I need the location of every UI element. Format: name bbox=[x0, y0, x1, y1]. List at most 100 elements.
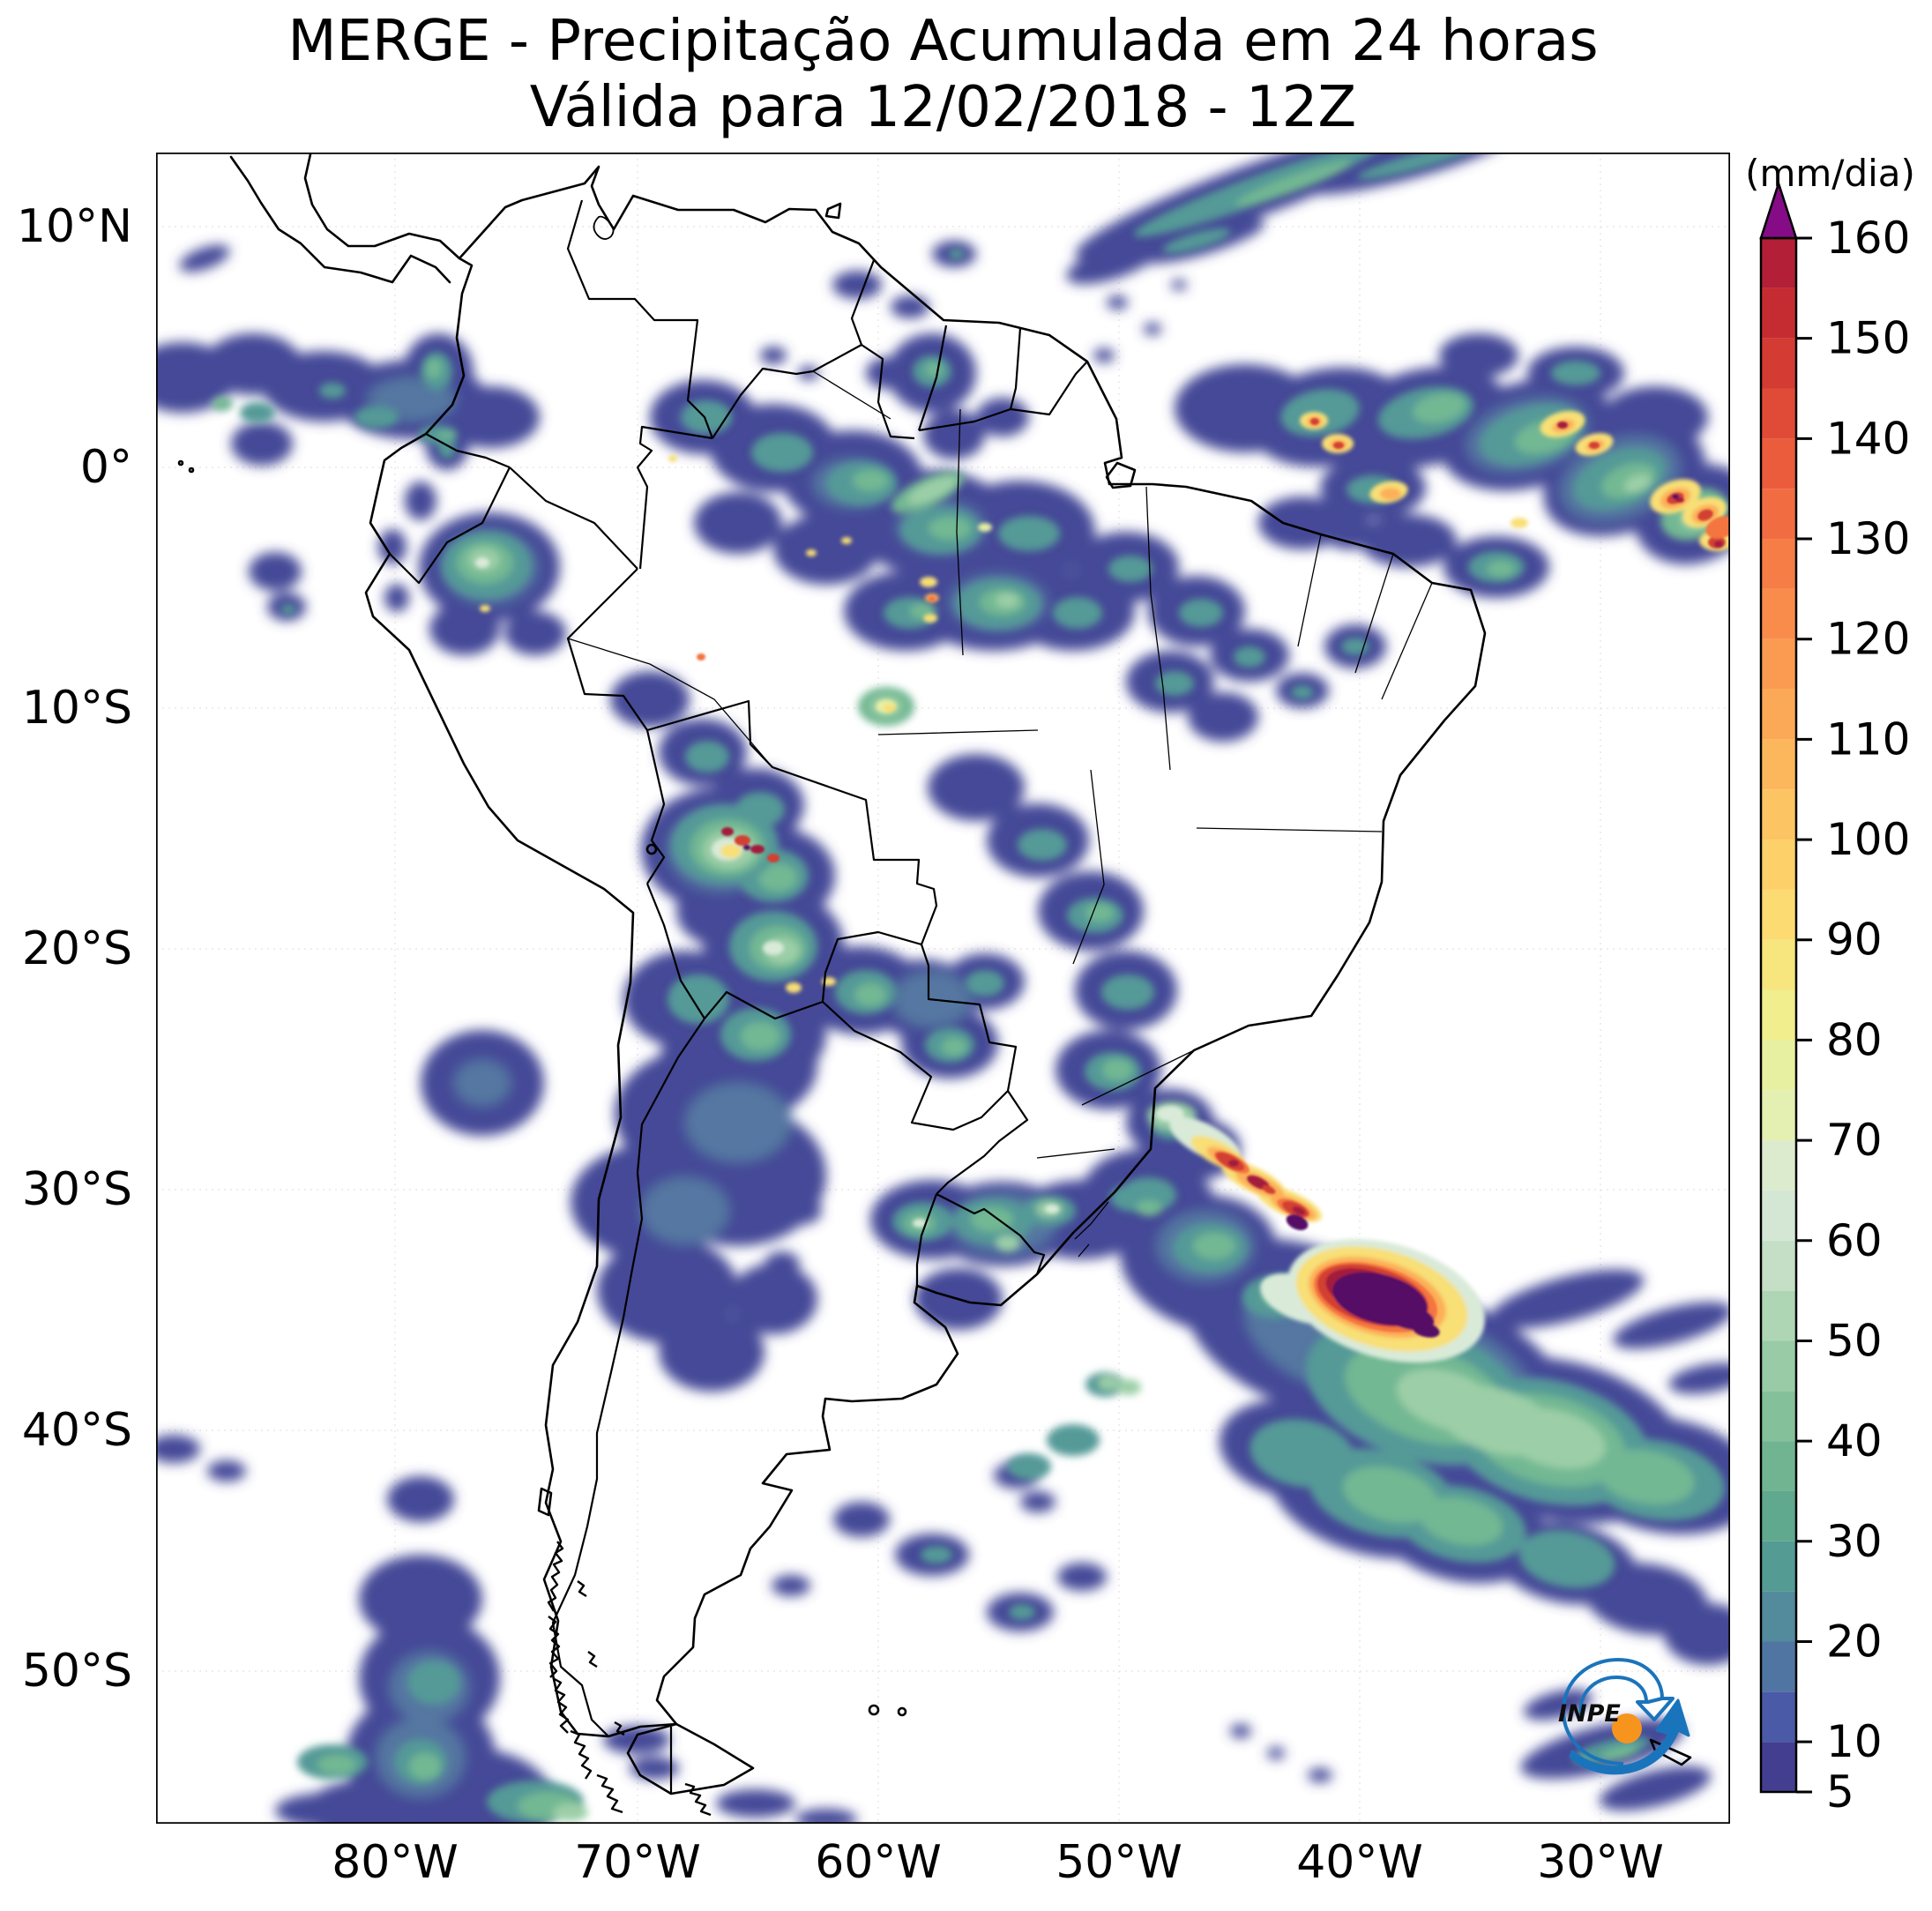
colorbar-segment bbox=[1761, 1090, 1796, 1141]
precip-blob bbox=[996, 593, 1018, 608]
precip-blob bbox=[751, 433, 813, 472]
precip-blob bbox=[786, 982, 802, 993]
precip-blob bbox=[1360, 514, 1457, 567]
precip-blob bbox=[798, 366, 819, 380]
precip-blob bbox=[929, 596, 936, 601]
trinidad-island bbox=[824, 202, 842, 220]
lat-tick-label: 40°S bbox=[21, 1404, 132, 1457]
lat-tick-label: 20°S bbox=[21, 922, 132, 975]
precip-blob bbox=[1292, 1206, 1306, 1215]
precip-blob bbox=[475, 557, 489, 568]
colorbar-tick-label: 120 bbox=[1826, 614, 1910, 665]
logo-down-arrowhead bbox=[1636, 1697, 1675, 1721]
colorbar-tick-label: 70 bbox=[1826, 1115, 1883, 1166]
precip-blob bbox=[743, 845, 750, 850]
precip-blob bbox=[729, 1264, 817, 1334]
precip-blob bbox=[405, 481, 436, 520]
inpe-logo: INPE bbox=[1558, 1657, 1690, 1775]
lon-tick-label: 50°W bbox=[1056, 1836, 1182, 1889]
colorbar-over-arrow bbox=[1759, 179, 1798, 240]
precip-blob bbox=[978, 523, 992, 532]
precip-blob bbox=[1518, 1530, 1615, 1588]
precip-blob bbox=[806, 549, 817, 556]
precip-blob bbox=[884, 704, 896, 713]
precip-blob bbox=[275, 1793, 381, 1824]
precip-blob bbox=[778, 1197, 822, 1225]
precip-blob bbox=[1357, 153, 1477, 180]
precip-blob bbox=[949, 249, 965, 259]
precip-blob bbox=[1551, 361, 1600, 385]
precip-blob bbox=[758, 863, 797, 892]
colorbar-tick-label: 90 bbox=[1826, 914, 1883, 966]
precip-blob bbox=[1487, 561, 1515, 577]
precip-blob bbox=[1047, 1424, 1100, 1456]
precip-blob bbox=[407, 1661, 460, 1705]
precip-blob bbox=[747, 1167, 800, 1202]
precip-blob bbox=[920, 577, 937, 587]
falkland-island-east bbox=[897, 1706, 907, 1717]
precip-blob bbox=[1116, 1379, 1141, 1395]
precip-blob bbox=[378, 529, 407, 564]
precip-blob bbox=[668, 455, 677, 462]
precip-blob bbox=[1171, 280, 1187, 290]
precip-blob bbox=[765, 1251, 800, 1276]
precip-layer-core bbox=[697, 418, 1730, 1338]
precip-blob bbox=[683, 401, 732, 433]
precip-blob bbox=[1267, 1747, 1285, 1759]
colorbar-segment bbox=[1761, 1441, 1796, 1491]
colorbar-tick-label: 80 bbox=[1826, 1014, 1883, 1065]
precip-blob bbox=[603, 1726, 670, 1754]
precip-blob bbox=[231, 422, 293, 466]
precip-blob bbox=[1228, 1160, 1239, 1167]
precip-blob bbox=[504, 611, 566, 655]
colorbar: 160 150 140 130 120 110 100 90 80 70 60 50 40 30 20 105 bbox=[1759, 179, 1910, 1818]
precip-blob bbox=[1018, 829, 1067, 861]
precip-blob bbox=[1144, 323, 1161, 335]
precip-blob bbox=[212, 397, 233, 411]
precip-blob bbox=[426, 359, 442, 378]
precip-blob bbox=[384, 584, 409, 612]
colorbar-tick-label: 160 bbox=[1826, 213, 1910, 264]
falkland-island-west bbox=[868, 1704, 880, 1716]
colorbar-segment bbox=[1761, 1040, 1796, 1091]
precip-blob bbox=[1262, 1184, 1276, 1195]
precip-blob bbox=[945, 1298, 989, 1326]
colorbar-segment bbox=[1761, 539, 1796, 589]
lon-tick-label: 40°W bbox=[1296, 1836, 1423, 1889]
precip-blob bbox=[1234, 646, 1265, 668]
colorbar-segment bbox=[1761, 1391, 1796, 1442]
precip-blob bbox=[1310, 418, 1319, 425]
precip-blob bbox=[891, 295, 929, 318]
title-line-1: MERGE - Precipitação Acumulada em 24 hor… bbox=[287, 9, 1599, 74]
precip-blob bbox=[1053, 597, 1102, 629]
colorbar-segment bbox=[1761, 287, 1796, 339]
precip-blob bbox=[1155, 671, 1194, 696]
precip-blob bbox=[763, 941, 784, 955]
colorbar-segment bbox=[1761, 939, 1796, 990]
colorbar-tick-label: 20 bbox=[1826, 1616, 1883, 1667]
precip-blob bbox=[928, 754, 1025, 821]
colorbar-segment bbox=[1761, 388, 1796, 439]
precip-blob bbox=[1193, 1233, 1235, 1259]
precip-blob bbox=[1009, 1604, 1035, 1620]
precip-blob bbox=[795, 1809, 857, 1824]
precip-blob bbox=[1668, 1362, 1730, 1394]
precip-blob bbox=[966, 970, 1004, 997]
colorbar-tick-label: 110 bbox=[1826, 713, 1910, 765]
precip-blob bbox=[1108, 556, 1152, 582]
precip-blob bbox=[866, 357, 910, 389]
precip-blob bbox=[921, 1546, 952, 1564]
galapagos-islet bbox=[177, 459, 184, 467]
lat-tick-label: 30°S bbox=[21, 1163, 132, 1216]
precip-blob bbox=[998, 516, 1060, 551]
lon-tick-label: 70°W bbox=[574, 1836, 701, 1889]
country-borders bbox=[389, 199, 1088, 1794]
precip-blob bbox=[854, 983, 886, 1006]
precip-blob bbox=[929, 517, 971, 540]
precip-blob bbox=[1664, 1603, 1730, 1665]
precip-blob bbox=[1057, 1563, 1107, 1591]
precip-blob bbox=[1291, 685, 1314, 699]
precip-blob bbox=[319, 383, 346, 399]
lat-tick-label: 50°S bbox=[21, 1645, 132, 1698]
precip-blob bbox=[1323, 514, 1376, 549]
